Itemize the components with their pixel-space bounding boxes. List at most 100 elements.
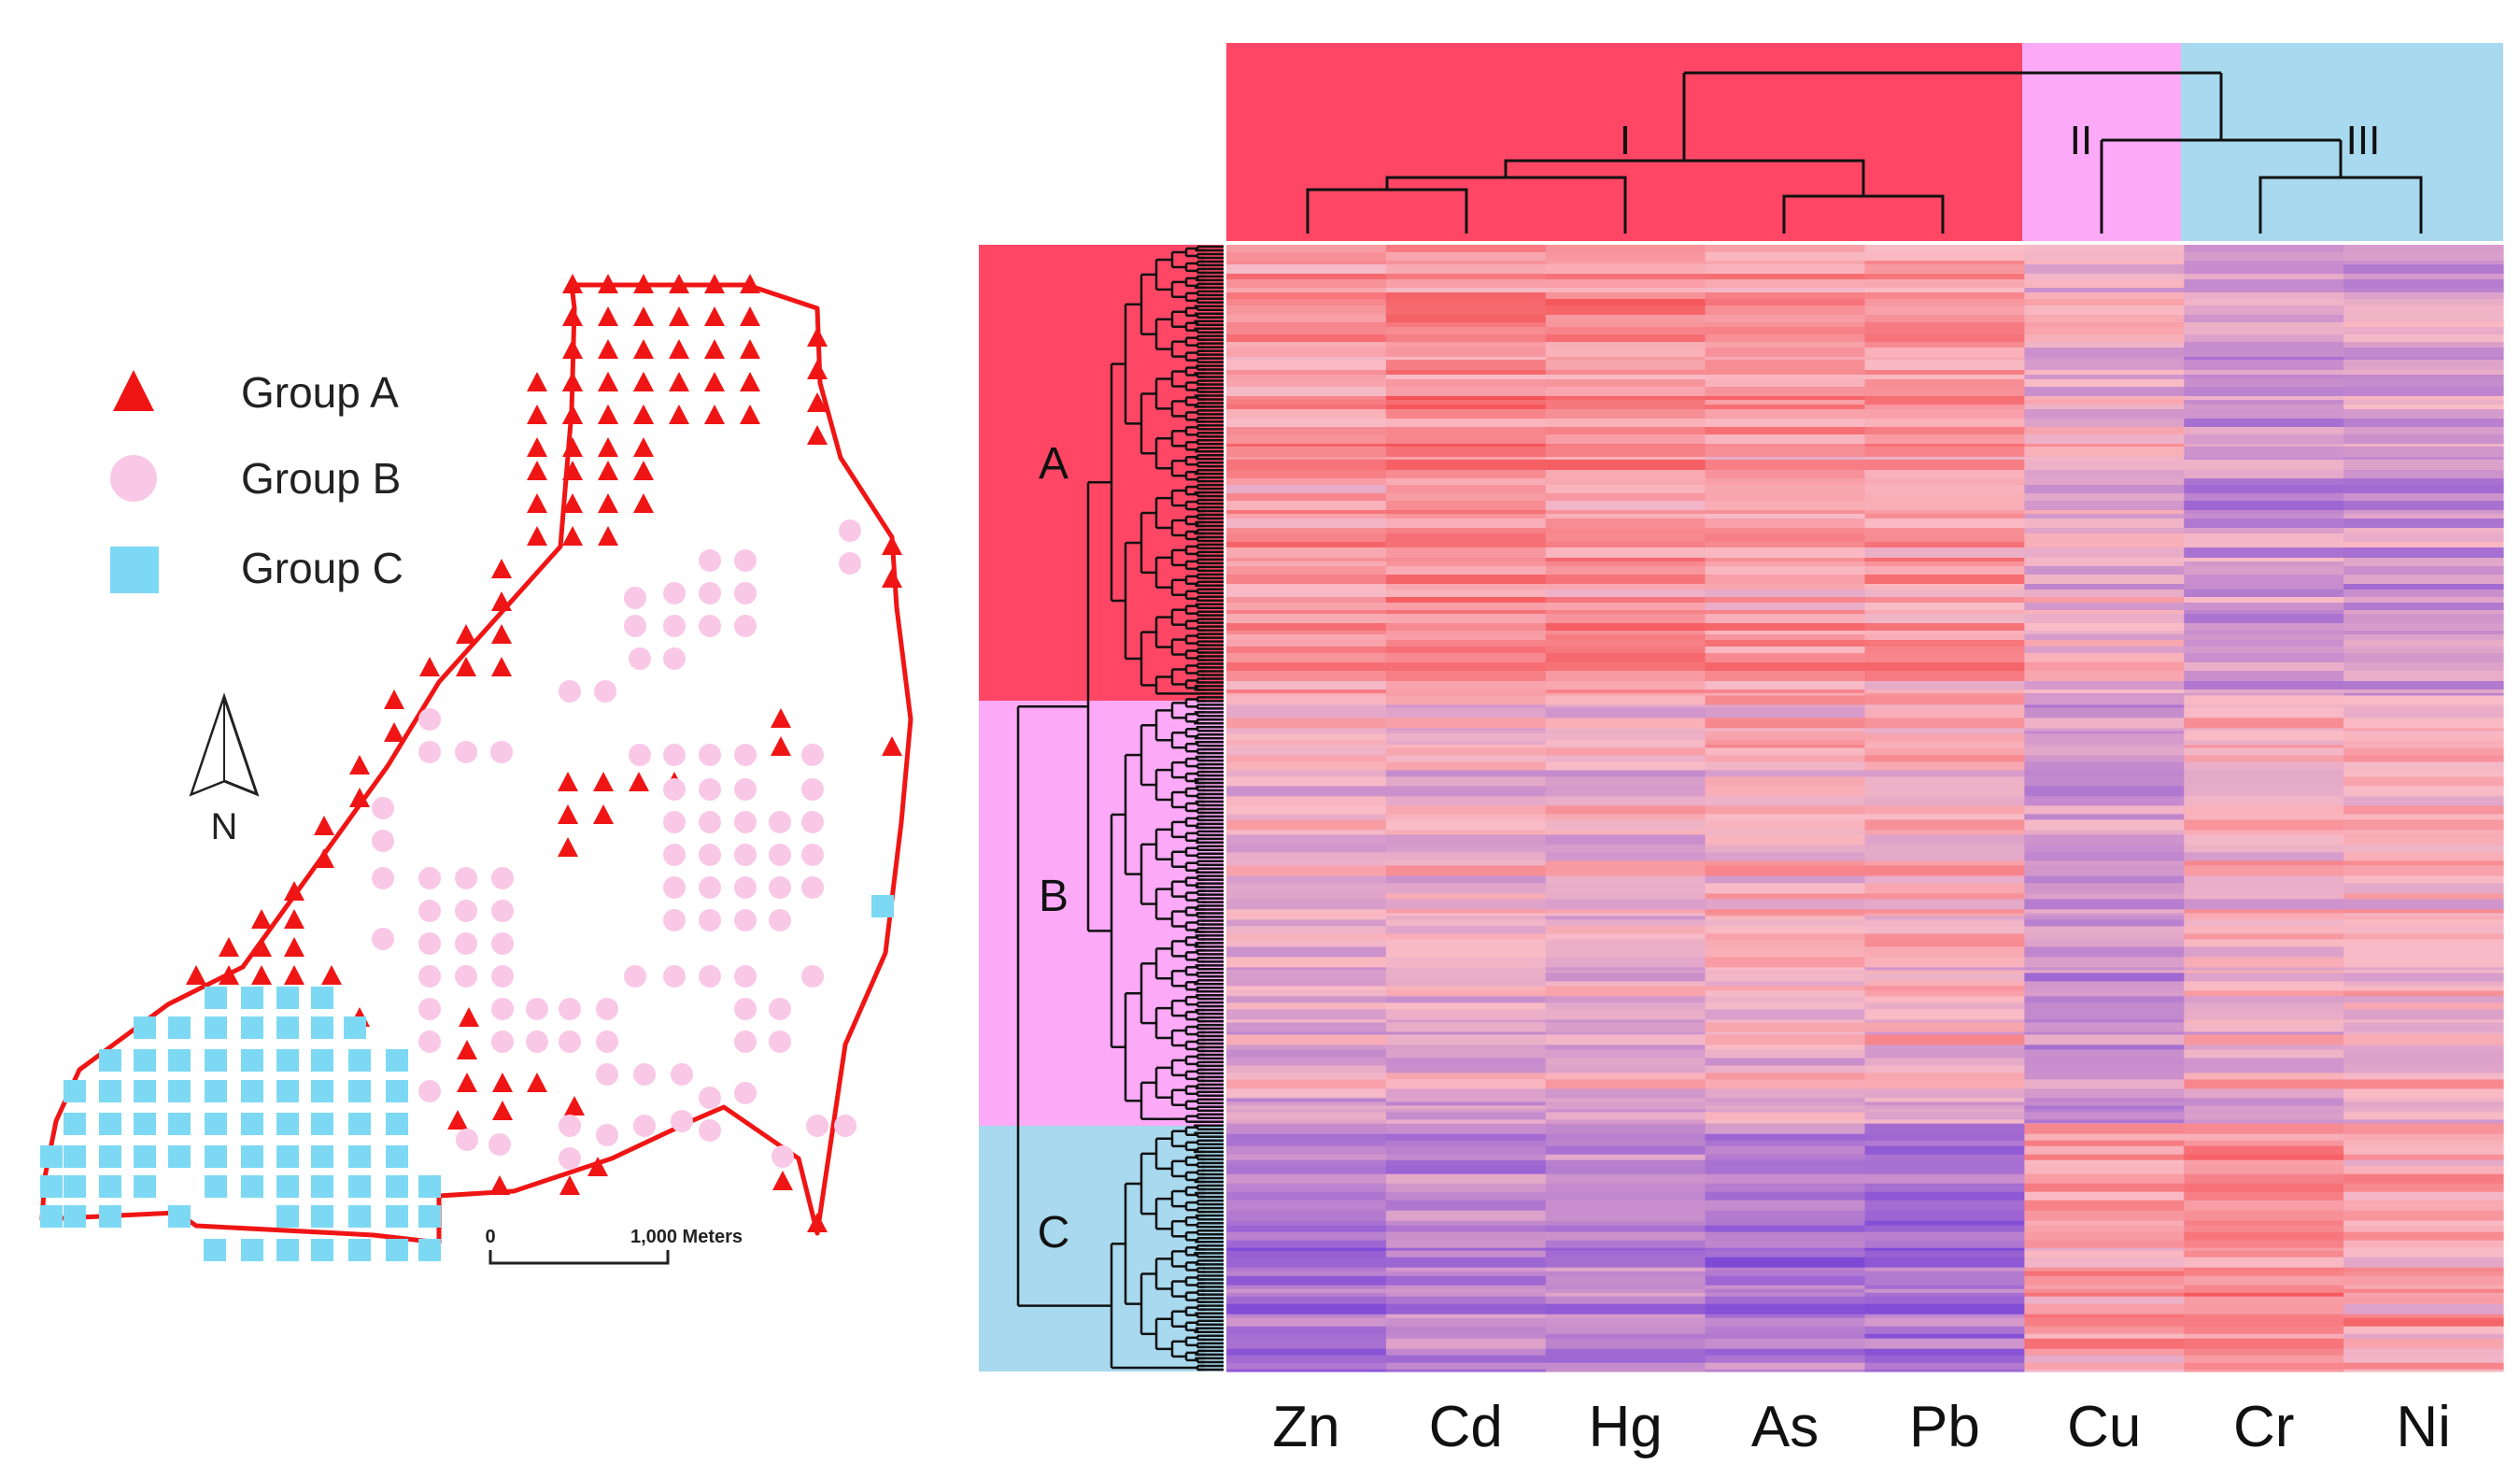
group-b-point [699,549,721,572]
group-a-point [562,306,583,326]
heatmap-cell [1545,1073,1706,1080]
heatmap-cell [1705,528,1866,534]
heatmap-cell [1705,279,1866,289]
group-a-point [384,689,404,709]
heatmap-cell [2184,718,2344,729]
heatmap-cell [1226,770,1387,777]
heatmap-cell [1705,1191,1866,1201]
heatmap-cell [1226,288,1387,293]
heatmap-cell [1545,796,1706,806]
heatmap-cell [2343,434,2504,445]
heatmap-cell [1545,776,1706,787]
group-a-point [527,461,547,480]
group-b-point [418,965,441,988]
group-b-point [734,1082,757,1104]
heatmap-cell [2343,279,2504,289]
heatmap-cell [1226,485,1387,494]
heatmap-cell [1705,860,1866,866]
group-b-point [699,744,721,766]
heatmap-cell [1864,1173,2025,1185]
heatmap-cell [1545,1101,1706,1106]
heatmap-cell [1385,322,1547,328]
group-a-point [807,1213,828,1232]
heatmap-cell [1226,1145,1387,1156]
group-b-point [734,615,757,637]
heatmap-cell [1545,1045,1706,1050]
heatmap-cell [1226,761,1387,771]
heatmap-cell [1545,662,1706,672]
heatmap-cell [2184,755,2344,762]
heatmap-cell [2024,288,2185,293]
heatmap-cell [2024,623,2185,632]
heatmap-cell [2024,379,2185,388]
heatmap-cell [2343,704,2504,708]
heatmap-cell [2343,1119,2504,1124]
group-b-point [834,1115,857,1137]
group-b-point [699,582,721,604]
heatmap-cell [1385,1058,1547,1066]
heatmap-cell [1385,981,1547,987]
heatmap-cell [2343,695,2504,705]
heatmap-cell [2184,1145,2344,1156]
heatmap-cell [2184,478,2344,486]
heatmap-cell [1226,419,1387,428]
heatmap-cell [1705,288,1866,293]
heatmap-cell [1385,279,1547,289]
heatmap-cell [1545,1109,1706,1113]
heatmap-cell [1864,875,2025,884]
group-a-point [562,274,583,293]
heatmap-cell [2024,533,2185,543]
heatmap-cell [2024,519,2185,529]
heatmap-cell [2184,274,2344,280]
heatmap-cell [1864,396,2025,401]
heatmap-cell [1385,1165,1547,1175]
heatmap-cell [2184,261,2344,265]
group-c-point [99,1175,121,1198]
heatmap-cell [2343,909,2504,914]
heatmap-cell [1226,1105,1387,1110]
group-a-point [562,339,583,359]
heatmap-cell [1545,1112,1706,1120]
group-a-point [740,339,760,359]
heatmap-cell [1385,946,1547,958]
heatmap-cell [1226,653,1387,663]
heatmap-cell [2024,1045,2185,1050]
group-c-point [418,1205,441,1228]
heatmap-cell [2184,634,2344,641]
group-b-point [633,1063,656,1086]
heatmap-cell [1226,1140,1387,1147]
heatmap-cell [1864,327,2025,335]
group-a-point [527,405,547,424]
heatmap-cell [2184,1288,2344,1294]
heatmap-cell [1226,814,1387,820]
heatmap-cell [2024,1145,2185,1156]
heatmap-cell [1705,1183,1866,1193]
heatmap-cell [1226,1275,1387,1286]
heatmap-cell [1705,1140,1866,1147]
heatmap-cell [1705,1257,1866,1269]
heatmap-cell [2024,315,2185,323]
group-a-point [740,372,760,391]
heatmap-cell [1226,478,1387,486]
group-c-point [276,1239,299,1261]
heatmap-cell [1864,939,2025,947]
group-b-point [734,965,757,988]
heatmap-cell [1385,1022,1547,1032]
group-b-point [663,778,686,801]
heatmap-cell [1226,1065,1387,1073]
heatmap-cell [2343,334,2504,343]
column-cluster-ii-label: II [2070,118,2092,163]
heatmap-cell [1226,967,1387,971]
heatmap-cell [2184,603,2344,611]
heatmap-cell [2343,1009,2504,1020]
heatmap-cell [2343,1123,2504,1135]
heatmap-cell [1545,830,1706,835]
heatmap-cell [2024,1191,2185,1201]
heatmap-cell [1385,1145,1547,1156]
heatmap-cell [1864,845,2025,853]
heatmap-cell [1385,1200,1547,1212]
heatmap-cell [1864,916,2025,920]
heatmap-cell [1385,558,1547,562]
heatmap-cell [2343,1154,2504,1161]
heatmap-cell [1545,973,1706,982]
